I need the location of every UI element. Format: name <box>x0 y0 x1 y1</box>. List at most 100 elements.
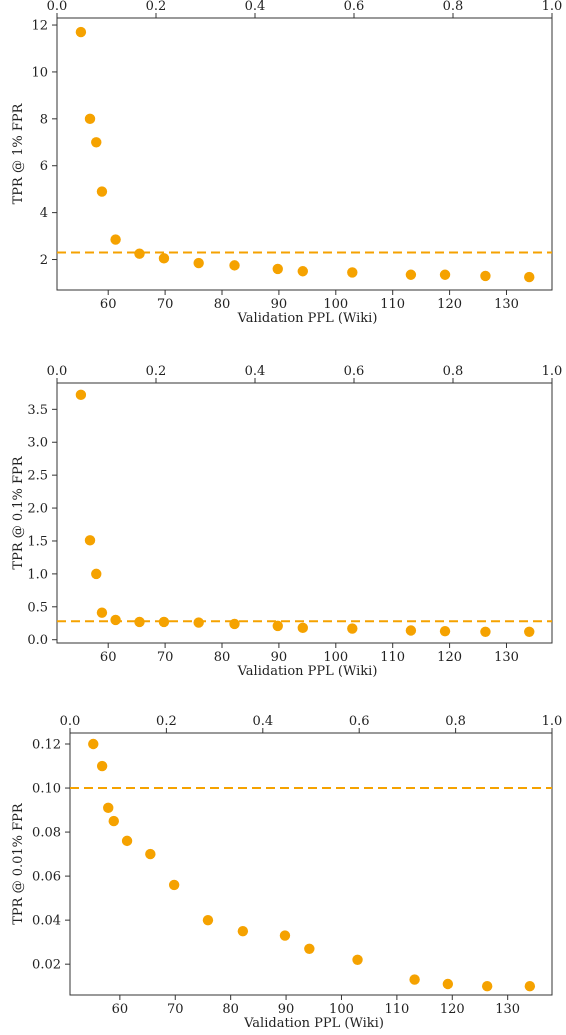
data-point <box>439 625 451 637</box>
x-tick-label: 80 <box>214 297 231 312</box>
x-tick-label: 70 <box>157 297 174 312</box>
plot-frame <box>56 17 553 291</box>
y-tick-label: 0.5 <box>27 600 48 615</box>
data-point <box>352 954 363 965</box>
data-point <box>524 980 536 992</box>
y-tick-label: 0.08 <box>32 826 61 841</box>
top-x-tick-label: 0.2 <box>156 714 177 729</box>
y-tick-label: 6 <box>40 159 48 174</box>
x-tick-label: 130 <box>494 650 519 665</box>
plot-frame <box>56 382 553 644</box>
data-point <box>202 914 214 926</box>
data-point <box>193 617 204 628</box>
x-tick-label: 100 <box>329 1002 354 1017</box>
top-x-tick-label: 0.2 <box>146 0 167 14</box>
data-point <box>168 879 180 891</box>
x-tick-label: 90 <box>271 297 288 312</box>
data-point <box>524 271 535 283</box>
x-tick-label: 80 <box>222 1002 239 1017</box>
top-x-tick-label: 0.2 <box>146 364 167 379</box>
x-axis-label: Validation PPL (Wiki) <box>237 664 378 679</box>
data-point <box>524 626 535 638</box>
x-tick-label: 120 <box>440 1002 465 1017</box>
top-x-tick-label: 0.8 <box>443 364 464 379</box>
data-point <box>96 760 108 772</box>
data-point <box>84 113 96 125</box>
y-axis-label: TPR @ 0.01% FPR <box>11 802 26 925</box>
data-point <box>272 263 283 275</box>
data-point <box>279 930 291 941</box>
plot-frame <box>69 732 553 996</box>
data-point <box>405 625 417 636</box>
x-tick-label: 130 <box>495 1002 520 1017</box>
y-tick-label: 0.10 <box>32 782 61 797</box>
x-tick-label: 120 <box>437 297 462 312</box>
top-x-tick-label: 0.8 <box>445 714 466 729</box>
x-tick-label: 90 <box>278 1002 295 1017</box>
data-point <box>304 943 315 954</box>
data-point <box>229 618 240 630</box>
data-point <box>237 925 249 937</box>
data-point <box>405 269 417 280</box>
x-tick-label: 60 <box>100 650 117 665</box>
data-point <box>480 626 491 638</box>
data-point <box>134 616 145 628</box>
data-point <box>110 234 121 245</box>
data-point <box>297 266 308 277</box>
data-point <box>145 848 156 860</box>
data-point <box>229 260 240 271</box>
top-x-tick-label: 0.4 <box>245 0 266 14</box>
data-point <box>481 980 493 992</box>
data-point <box>480 270 491 282</box>
x-tick-label: 70 <box>157 650 174 665</box>
y-tick-label: 3.0 <box>27 436 48 451</box>
data-point <box>75 26 87 38</box>
y-tick-label: 2.0 <box>27 502 48 517</box>
data-point <box>110 614 121 626</box>
x-axis-label: Validation PPL (Wiki) <box>237 311 378 326</box>
data-point <box>193 257 204 269</box>
top-x-tick-label: 0.0 <box>47 0 68 14</box>
data-point <box>158 253 170 264</box>
data-point <box>442 978 454 990</box>
x-tick-label: 120 <box>437 650 462 665</box>
top-x-tick-label: 0.4 <box>245 364 266 379</box>
y-tick-label: 12 <box>31 19 48 34</box>
data-point <box>347 623 358 634</box>
x-tick-label: 100 <box>323 650 348 665</box>
top-x-tick-label: 0.6 <box>349 714 370 729</box>
top-x-tick-label: 0.6 <box>344 364 365 379</box>
top-x-tick-label: 0.6 <box>344 0 365 14</box>
x-tick-label: 110 <box>380 650 405 665</box>
x-tick-label: 130 <box>494 297 519 312</box>
x-tick-label: 80 <box>214 650 231 665</box>
data-point <box>121 835 133 847</box>
top-x-tick-label: 0.0 <box>47 364 68 379</box>
x-tick-label: 60 <box>100 297 117 312</box>
x-tick-label: 100 <box>323 297 348 312</box>
data-point <box>103 802 114 814</box>
data-point <box>409 974 420 985</box>
chart-panel-1: 60 70 80 90 100 110 120 130 0.0 0.2 0.4 0.6 0.8 1.0 2 4… <box>11 0 562 326</box>
y-tick-label: 1.0 <box>27 567 48 582</box>
y-tick-label: 4 <box>40 206 48 221</box>
chart-panel-3: 60 70 80 90 100 110 120 130 0.0 0.2 0.4 0.6 0.8 1.0 0.… <box>11 714 562 1031</box>
data-point <box>84 535 96 546</box>
y-tick-label: 0.02 <box>32 958 61 973</box>
y-tick-label: 0.06 <box>32 870 61 885</box>
y-axis-label: TPR @ 0.1% FPR <box>11 455 26 569</box>
top-x-tick-label: 0.8 <box>443 0 464 14</box>
y-axis-label: TPR @ 1% FPR <box>11 102 26 204</box>
y-tick-label: 2 <box>40 253 48 268</box>
top-x-tick-label: 1.0 <box>542 0 563 14</box>
data-point <box>91 568 102 580</box>
data-point <box>134 248 145 259</box>
y-tick-label: 1.5 <box>27 534 48 549</box>
x-tick-label: 60 <box>112 1002 129 1017</box>
y-tick-label: 3.5 <box>27 403 48 418</box>
data-point <box>347 267 358 278</box>
x-tick-label: 70 <box>167 1002 184 1017</box>
top-x-tick-label: 1.0 <box>542 364 563 379</box>
